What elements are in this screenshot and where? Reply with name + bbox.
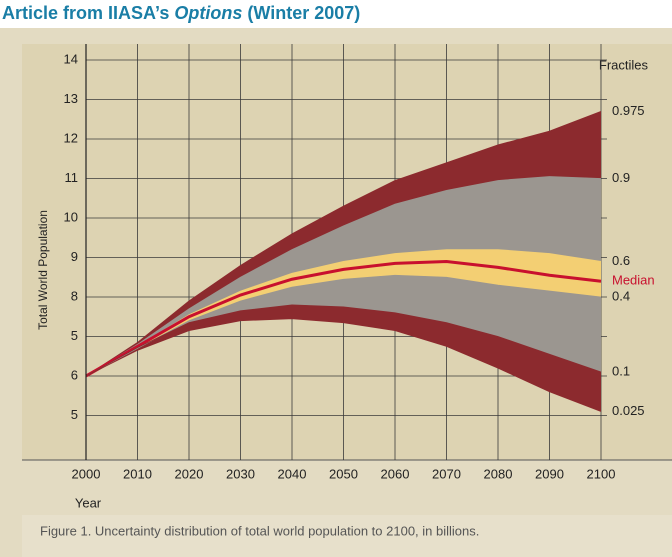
legend-title: Fractiles — [599, 57, 649, 72]
y-tick-label: 6 — [71, 367, 78, 382]
fractile-label: Median — [612, 273, 655, 288]
x-tick-label: 2100 — [587, 466, 616, 481]
band — [86, 176, 601, 376]
title-part: Article from IIASA’s — [2, 3, 170, 23]
x-tick-label: 2030 — [226, 466, 255, 481]
y-tick-label: 14 — [64, 51, 78, 66]
fractile-label: 0.025 — [612, 403, 645, 418]
fractile-line — [85, 176, 602, 377]
title: Article from IIASA’s Options (Winter 200… — [2, 0, 360, 26]
chart: Year Total World Population Figure 1. Un… — [0, 28, 672, 557]
x-tick-label: 2040 — [278, 466, 307, 481]
y-tick-label: 5 — [71, 407, 78, 422]
band — [86, 249, 601, 376]
x-tick-label: 2010 — [123, 466, 152, 481]
x-tick-label: 2070 — [432, 466, 461, 481]
fractile-line — [85, 110, 602, 377]
y-tick-label: 9 — [71, 249, 78, 264]
y-tick-label: 13 — [64, 91, 78, 106]
title-part: Options — [174, 3, 243, 23]
y-tick-label: 11 — [65, 170, 79, 185]
y-tick-label: 5 — [71, 328, 78, 343]
band — [86, 111, 601, 376]
x-tick-label: 2080 — [484, 466, 513, 481]
y-tick-label: 12 — [64, 130, 78, 145]
fractile-label: 0.6 — [612, 253, 630, 268]
fractile-label: 0.9 — [612, 170, 630, 185]
fractile-label: 0.4 — [612, 288, 630, 303]
band — [86, 304, 601, 412]
fractile-label: 0.975 — [612, 103, 645, 118]
y-axis-label: Total World Population — [36, 210, 50, 330]
y-tick-label: 8 — [71, 288, 78, 303]
caption-background — [22, 515, 672, 557]
x-tick-label: 2000 — [72, 466, 101, 481]
fractile-line — [85, 318, 602, 412]
x-tick-label: 2090 — [535, 466, 564, 481]
band — [86, 275, 601, 376]
x-tick-label: 2060 — [381, 466, 410, 481]
y-tick-label: 10 — [64, 209, 78, 224]
x-tick-label: 2020 — [175, 466, 204, 481]
median-line — [85, 259, 602, 378]
fractile-label: 0.1 — [612, 363, 630, 378]
caption: Figure 1. Uncertainty distribution of to… — [40, 523, 479, 538]
x-axis-label: Year — [75, 495, 102, 510]
fractile-line — [85, 304, 602, 377]
x-tick-label: 2050 — [329, 466, 358, 481]
fractile-line — [85, 274, 602, 377]
title-part: (Winter 2007) — [247, 3, 361, 23]
